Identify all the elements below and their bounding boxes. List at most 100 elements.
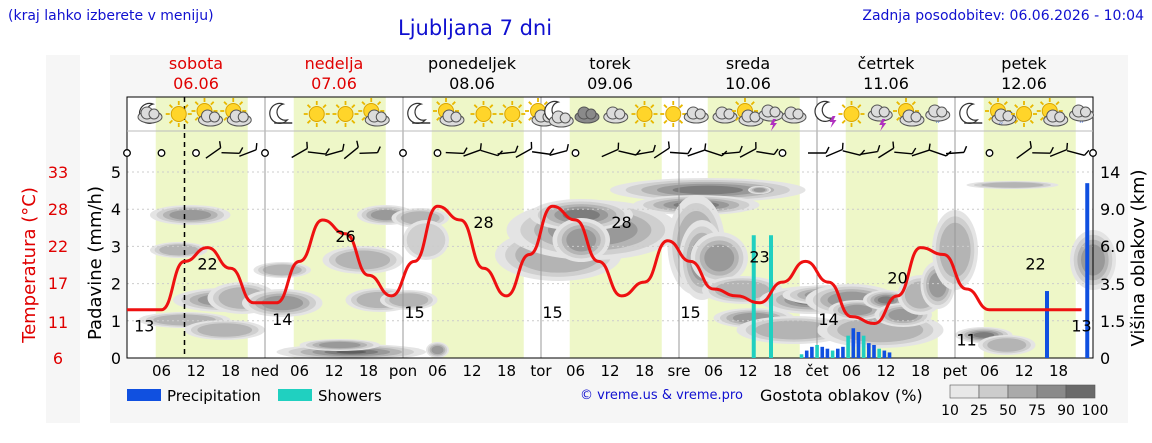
wind-shaft <box>911 149 930 157</box>
calm-wind-icon <box>261 149 269 157</box>
temperature-data-label: 15 <box>542 303 562 322</box>
wind-barb-icon <box>221 147 244 155</box>
cloud-shape <box>749 111 761 123</box>
temperature-data-label: 13 <box>134 317 154 336</box>
precip-bar <box>835 348 840 358</box>
hour-tick-label: 12 <box>876 362 895 380</box>
wind-barb-icon <box>463 143 482 157</box>
day-name-label: sobota <box>169 54 223 73</box>
cloud-density-swatch <box>1036 384 1067 399</box>
sun-ray <box>351 119 356 124</box>
precip-axis-title: Padavine (mm/h) <box>85 186 106 340</box>
temperature-data-label: 28 <box>473 213 493 232</box>
hour-tick-label: 18 <box>221 362 240 380</box>
day-date-label: 11.06 <box>863 74 909 93</box>
sun-ray <box>896 116 901 121</box>
precip-bar <box>851 328 856 358</box>
rain-icon: ′′ <box>999 122 1003 132</box>
sun-ray <box>678 104 684 109</box>
day-date-label: 12.06 <box>1001 74 1047 93</box>
wind-feather <box>617 142 620 150</box>
cloud-icon <box>712 106 738 124</box>
cloud-height-tick-label: 1.5 <box>1100 312 1125 331</box>
location-hint: (kraj lahko izberete v meniju) <box>8 8 214 24</box>
precip-legend-label: Precipitation <box>167 387 261 405</box>
wind-barb-icon <box>343 140 359 160</box>
cloud-height-tick-label: 6.0 <box>1100 237 1125 256</box>
wind-shaft <box>221 151 240 155</box>
cloud-shape <box>237 111 249 123</box>
temperature-data-label: 11 <box>956 331 976 350</box>
hour-tick-label: 06 <box>290 362 309 380</box>
wind-barb-icon <box>549 143 569 157</box>
rain-icon: ′′ <box>1080 121 1084 131</box>
wind-shaft <box>825 148 843 158</box>
wind-feather <box>652 144 656 152</box>
calm-wind-icon <box>399 149 407 157</box>
wind-barb-icon <box>515 141 533 158</box>
sun-icon <box>838 101 865 127</box>
last-update: Zadnja posodobitev: 06.06.2026 - 10:04 <box>862 8 1144 24</box>
cloud-blob <box>159 244 199 256</box>
page-title: Ljubljana 7 dni <box>398 16 553 40</box>
hour-tick-label: 12 <box>1014 362 1033 380</box>
wind-feather <box>218 141 222 148</box>
cloud-density-swatch <box>978 384 1009 399</box>
temperature-data-label: 26 <box>335 227 355 246</box>
sun-ray <box>322 119 327 124</box>
copyright-link[interactable]: © vreme.us & vreme.pro <box>580 388 743 403</box>
cloud-icon <box>137 106 163 124</box>
cloud-density-tick-label: 90 <box>1057 403 1075 419</box>
wind-shaft <box>515 148 532 158</box>
cloud-shape <box>450 111 462 123</box>
showers-legend-label: Showers <box>318 387 382 405</box>
rain-icon: ′′ <box>936 121 940 131</box>
sun-ray <box>376 101 382 106</box>
wind-shaft <box>343 146 359 160</box>
temperature-data-label: 14 <box>272 310 292 329</box>
wind-feather <box>306 141 308 149</box>
hour-tick-label: 12 <box>600 362 619 380</box>
cloud-height-tick-label: 9.0 <box>1100 200 1125 219</box>
cloud-density-tick-label: 50 <box>999 403 1017 419</box>
cloud-blob <box>389 293 429 307</box>
sun-icon <box>1011 101 1037 127</box>
sun-ray <box>663 119 668 124</box>
sun-ray <box>238 101 244 106</box>
cloud-density-swatch <box>1065 384 1096 399</box>
precip-bar <box>810 346 814 358</box>
calm-wind-icon <box>157 149 166 157</box>
sun-ray <box>361 101 366 106</box>
cloud-blob <box>981 182 1044 188</box>
wind-barb-icon <box>945 145 968 155</box>
wind-feather <box>514 145 519 153</box>
sun-ray <box>911 101 916 106</box>
cloud-blob <box>704 244 735 272</box>
sun-ray <box>473 104 478 109</box>
precip-bar <box>872 344 876 358</box>
cloud-shape <box>209 111 220 123</box>
wind-shaft <box>601 148 619 158</box>
day-date-label: 08.06 <box>449 74 495 93</box>
wind-barb-icon <box>859 144 881 156</box>
sun-ray <box>223 101 228 106</box>
cloud-blob <box>566 228 597 252</box>
wind-shaft <box>463 149 481 157</box>
wind-feather <box>773 148 779 155</box>
precipitation-bars <box>751 183 1090 358</box>
wind-feather <box>667 141 670 149</box>
temperature-tick-label: 33 <box>48 163 68 182</box>
wind-barb-icon <box>497 145 519 155</box>
cloud-blob <box>842 304 873 316</box>
sun-ray <box>857 104 862 109</box>
hour-tick-label: 12 <box>738 362 757 380</box>
wind-shaft <box>239 149 257 157</box>
temperature-axis-title: Temperatura (°C) <box>19 187 40 344</box>
sun-ray <box>750 101 755 106</box>
wind-feather <box>876 144 881 152</box>
wind-feather <box>356 140 359 148</box>
temperature-data-label: 20 <box>887 268 907 287</box>
temperature-data-label: 22 <box>197 255 217 274</box>
sun-icon <box>332 101 359 127</box>
